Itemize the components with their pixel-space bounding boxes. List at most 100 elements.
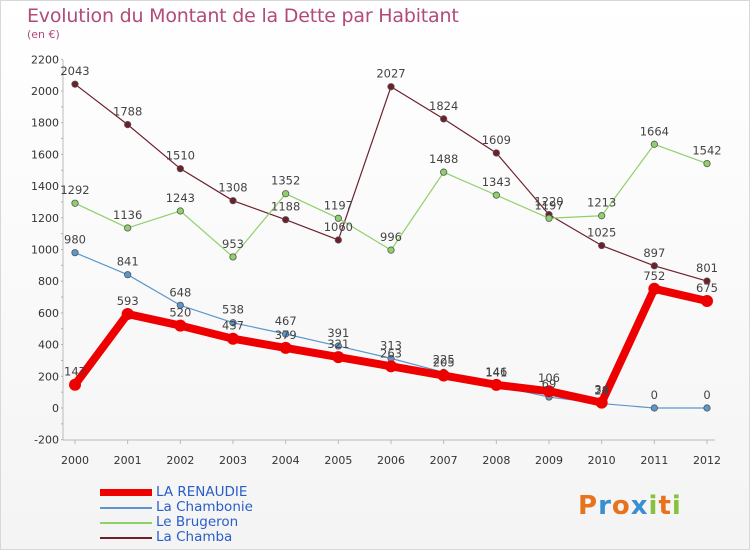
series-point-le-brugeron bbox=[703, 159, 711, 168]
series-point-la-chamba bbox=[703, 277, 711, 285]
series-point-la-renaudie bbox=[595, 396, 608, 409]
data-label-la-chamba: 1308 bbox=[218, 181, 247, 195]
logo-letter: r bbox=[598, 491, 612, 521]
data-label-la-chamba: 2043 bbox=[60, 64, 89, 78]
series-point-la-renaudie bbox=[543, 385, 555, 398]
x-tick-label: 2006 bbox=[377, 454, 405, 467]
series-point-la-renaudie bbox=[648, 282, 661, 295]
data-label-la-renaudie: 437 bbox=[222, 319, 244, 333]
data-label-la-chambonie: 225 bbox=[433, 352, 455, 366]
logo-letter: x bbox=[630, 491, 649, 521]
series-point-la-chambonie bbox=[71, 249, 79, 257]
data-label-la-renaudie: 593 bbox=[117, 294, 139, 308]
series-point-la-chamba bbox=[650, 262, 658, 270]
series-point-la-chamba bbox=[440, 115, 448, 123]
series-point-le-brugeron bbox=[598, 212, 606, 220]
x-tick-label: 2008 bbox=[482, 454, 510, 467]
y-tick-label: 400 bbox=[38, 339, 59, 352]
x-tick-label: 2011 bbox=[640, 454, 668, 467]
data-label-le-brugeron: 1352 bbox=[271, 174, 300, 188]
data-label-la-chambonie: 313 bbox=[380, 338, 402, 352]
data-label-la-renaudie: 205 bbox=[433, 356, 455, 370]
legend-swatch bbox=[100, 489, 152, 496]
x-tick-label: 2007 bbox=[430, 454, 458, 467]
chart-title: Evolution du Montant de la Dette par Hab… bbox=[27, 5, 459, 27]
data-label-la-chamba: 1609 bbox=[482, 133, 511, 147]
legend-swatch bbox=[100, 506, 152, 509]
series-point-la-chamba bbox=[282, 216, 290, 224]
series-point-la-renaudie bbox=[227, 332, 239, 345]
data-label-la-renaudie: 321 bbox=[327, 337, 349, 351]
series-point-le-brugeron bbox=[282, 190, 290, 198]
data-label-le-brugeron: 1343 bbox=[482, 175, 511, 189]
series-point-la-renaudie bbox=[69, 378, 81, 391]
y-tick-label: 1200 bbox=[31, 212, 59, 225]
data-label-la-renaudie: 147 bbox=[64, 365, 86, 379]
data-label-la-chamba: 1188 bbox=[271, 200, 300, 214]
series-point-le-brugeron bbox=[71, 199, 79, 207]
legend-swatch bbox=[100, 536, 152, 539]
series-point-la-chamba bbox=[229, 197, 237, 205]
proxiti-logo: Proxiti bbox=[578, 491, 682, 521]
x-tick-label: 2010 bbox=[588, 454, 616, 467]
data-label-la-chambonie: 391 bbox=[327, 326, 349, 340]
data-label-le-brugeron: 1136 bbox=[113, 208, 142, 222]
series-point-la-renaudie bbox=[490, 378, 503, 391]
series-point-le-brugeron bbox=[492, 191, 500, 199]
series-point-la-renaudie bbox=[279, 341, 292, 354]
series-point-la-renaudie bbox=[121, 308, 134, 321]
legend-swatch bbox=[100, 521, 152, 524]
data-label-le-brugeron: 1197 bbox=[324, 198, 353, 212]
legend-item: LA RENAUDIE bbox=[100, 485, 253, 500]
x-tick-label: 2009 bbox=[535, 454, 563, 467]
x-tick-label: 2001 bbox=[114, 454, 142, 467]
y-tick-label: 200 bbox=[38, 370, 59, 383]
chart-subtitle: (en €) bbox=[27, 28, 60, 41]
series-point-le-brugeron bbox=[440, 168, 448, 176]
data-label-le-brugeron: 953 bbox=[222, 237, 244, 251]
series-point-le-brugeron bbox=[545, 214, 553, 222]
series-point-la-chamba bbox=[492, 149, 500, 157]
series-point-la-renaudie bbox=[437, 369, 450, 382]
series-point-la-chambonie bbox=[282, 330, 290, 338]
data-label-la-chamba: 1824 bbox=[429, 99, 458, 113]
data-label-le-brugeron: 1197 bbox=[534, 198, 563, 212]
y-tick-label: -200 bbox=[34, 434, 59, 447]
legend-item: La Chambonie bbox=[100, 500, 253, 515]
data-label-la-chamba: 1788 bbox=[113, 105, 142, 119]
logo-letter: t bbox=[658, 491, 672, 521]
chart-series bbox=[69, 80, 713, 412]
data-label-la-renaudie: 146 bbox=[485, 365, 507, 379]
data-label-le-brugeron: 996 bbox=[380, 230, 402, 244]
series-point-le-brugeron bbox=[334, 214, 342, 222]
series-point-la-chambonie bbox=[703, 404, 711, 412]
series-point-la-renaudie bbox=[701, 295, 713, 308]
data-label-la-chamba: 1025 bbox=[587, 226, 616, 240]
chart-axes: -200020040060080010001200140016001800200… bbox=[31, 53, 721, 467]
data-label-le-brugeron: 1243 bbox=[166, 191, 195, 205]
series-point-le-brugeron bbox=[176, 207, 184, 215]
data-label-la-chamba: 801 bbox=[696, 261, 718, 275]
series-point-la-chamba bbox=[334, 236, 342, 244]
series-point-la-chamba bbox=[124, 121, 132, 129]
series-point-le-brugeron bbox=[229, 253, 237, 261]
data-label-la-renaudie: 675 bbox=[696, 281, 718, 295]
logo-letter: i bbox=[671, 491, 682, 521]
data-label-la-chambonie: 538 bbox=[222, 303, 244, 317]
series-point-la-chamba bbox=[598, 241, 606, 250]
data-label-la-chamba: 897 bbox=[643, 246, 665, 260]
legend-label: La Chamba bbox=[156, 529, 233, 545]
legend-item: La Chamba bbox=[100, 530, 253, 545]
data-label-la-chambonie: 467 bbox=[275, 314, 297, 328]
series-point-la-chambonie bbox=[176, 301, 184, 309]
x-tick-label: 2012 bbox=[693, 454, 721, 467]
y-tick-label: 1600 bbox=[31, 148, 59, 161]
y-tick-label: 1400 bbox=[31, 180, 59, 193]
legend-label: LA RENAUDIE bbox=[156, 484, 248, 500]
legend-item: Le Brugeron bbox=[100, 515, 253, 530]
data-label-le-brugeron: 1542 bbox=[692, 144, 721, 158]
series-point-le-brugeron bbox=[124, 224, 132, 232]
x-tick-label: 2002 bbox=[166, 454, 194, 467]
data-label-la-chamba: 1220 bbox=[534, 195, 563, 209]
